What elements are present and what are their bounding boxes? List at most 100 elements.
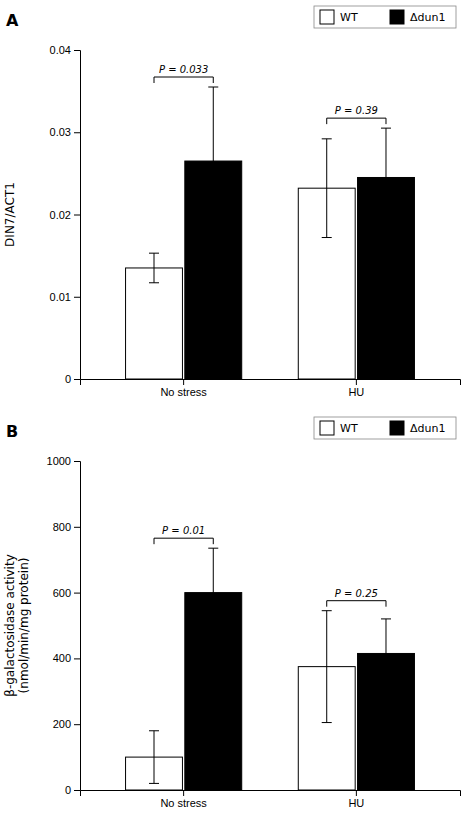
y-tick-label: 400 xyxy=(53,652,71,664)
p-bracket xyxy=(154,77,213,83)
y-tick-mark xyxy=(74,379,80,380)
x-tick-label: No stress xyxy=(160,797,207,809)
x-tick: HU xyxy=(348,790,364,809)
marks xyxy=(126,548,415,790)
y-tick: 600 xyxy=(53,587,80,599)
y-axis-line xyxy=(74,462,81,791)
y-tick-label: 0 xyxy=(65,784,71,796)
y-tick-mark xyxy=(74,724,80,725)
error-cap xyxy=(381,128,391,129)
error-cap xyxy=(149,253,159,254)
y-tick-mark xyxy=(74,790,80,791)
error-line xyxy=(326,611,327,723)
legend-swatch xyxy=(320,10,334,24)
y-axis-title-line: DIN7/ACT1 xyxy=(3,182,17,247)
error-bar xyxy=(208,87,218,235)
error-cap xyxy=(149,730,159,731)
y-axis-title-line: β-galactosidase activity xyxy=(3,554,17,697)
y-axis: 02004006008001000 xyxy=(47,455,81,796)
y-tick-label: 0.03 xyxy=(50,126,71,138)
error-cap xyxy=(322,237,332,238)
error-cap xyxy=(322,610,332,611)
legend-item: Δdun1 xyxy=(390,421,445,435)
legend-label: WT xyxy=(340,422,358,435)
p-value: P = 0.033 xyxy=(159,64,208,75)
legend-swatch xyxy=(390,421,404,435)
error-bar xyxy=(322,139,332,238)
y-tick-label: 0.01 xyxy=(50,291,71,303)
error-cap xyxy=(149,783,159,784)
y-tick: 0 xyxy=(65,373,80,385)
y-tick-mark xyxy=(74,461,80,462)
legend-frame xyxy=(314,6,456,28)
x-tick-mark xyxy=(183,790,184,796)
p-value: P = 0.01 xyxy=(162,525,205,536)
y-axis-title: DIN7/ACT1 xyxy=(3,182,17,247)
y-axis-line xyxy=(74,51,81,380)
annotations: P = 0.01 P = 0.25 xyxy=(154,525,386,607)
x-tick-label: No stress xyxy=(160,386,207,398)
error-line xyxy=(154,731,155,784)
y-axis: 0 0.01 0.02 0.03 0.04 xyxy=(50,44,81,385)
y-tick: 1000 xyxy=(47,455,80,467)
error-cap xyxy=(149,282,159,283)
x-axis: No stress HU xyxy=(81,379,461,398)
y-tick: 800 xyxy=(53,521,80,533)
error-cap xyxy=(208,548,218,549)
y-tick-mark xyxy=(74,527,80,528)
marks xyxy=(126,87,415,379)
error-bar xyxy=(322,611,332,723)
y-tick-mark xyxy=(74,658,80,659)
legend: WT Δdun1 xyxy=(314,417,456,439)
error-line xyxy=(385,619,386,688)
y-tick: 0.03 xyxy=(50,126,80,138)
series xyxy=(126,139,356,379)
y-axis-title: β-galactosidase activity(nmol/min/mg pro… xyxy=(3,554,31,697)
x-tick-label: HU xyxy=(348,797,364,809)
x-tick-label: HU xyxy=(348,386,364,398)
y-tick-label: 1000 xyxy=(47,455,71,467)
y-tick-label: 0.04 xyxy=(50,44,71,56)
annotations: P = 0.033 P = 0.39 xyxy=(154,64,386,124)
y-tick: 0.01 xyxy=(50,291,80,303)
x-tick-mark xyxy=(183,379,184,385)
y-tick-mark xyxy=(74,215,80,216)
p-value: P = 0.39 xyxy=(335,105,378,116)
p-value: P = 0.25 xyxy=(335,588,378,599)
legend-label: WT xyxy=(340,11,358,24)
p-bracket xyxy=(154,538,213,544)
y-tick-label: 600 xyxy=(53,587,71,599)
y-tick-mark xyxy=(74,132,80,133)
p-bracket xyxy=(327,118,386,124)
legend-swatch xyxy=(320,421,334,435)
chart-root: No stressHU00.010.020.030.04DIN7/ACT1AP … xyxy=(0,0,474,822)
panel: No stressHU00.010.020.030.04DIN7/ACT1AP … xyxy=(3,6,461,398)
error-bar xyxy=(149,253,159,283)
series xyxy=(185,87,415,379)
x-axis-line xyxy=(81,791,461,797)
x-tick: No stress xyxy=(160,379,207,398)
y-tick-mark xyxy=(74,297,80,298)
x-axis: No stress HU xyxy=(81,790,461,809)
legend: WTΔdun1 xyxy=(314,6,456,28)
error-line xyxy=(213,548,214,637)
x-axis-line xyxy=(81,380,461,386)
error-cap xyxy=(322,138,332,139)
error-line xyxy=(385,128,386,227)
error-cap xyxy=(381,618,391,619)
series xyxy=(185,548,415,790)
panel-label: B xyxy=(6,422,18,441)
error-bar xyxy=(208,548,218,637)
error-bar xyxy=(381,128,391,227)
y-axis-title-line: (nmol/min/mg protein) xyxy=(17,558,31,694)
error-line xyxy=(213,87,214,235)
error-line xyxy=(326,139,327,238)
legend-swatch xyxy=(390,10,404,24)
bar xyxy=(126,268,183,379)
y-tick-label: 0 xyxy=(65,373,71,385)
x-tick-mark xyxy=(356,379,357,385)
y-tick-label: 0.02 xyxy=(50,209,71,221)
error-bar xyxy=(381,619,391,688)
panel: No stressHU02004006008001000β-galactosid… xyxy=(3,417,461,809)
error-cap xyxy=(381,688,391,689)
